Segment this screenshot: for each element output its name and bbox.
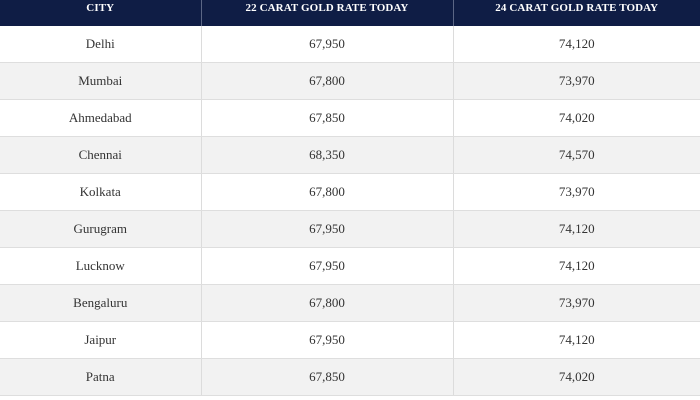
rate-22-cell: 67,800	[200, 284, 453, 322]
city-cell: Kolkata	[0, 173, 201, 211]
rate-22-cell: 67,800	[200, 62, 453, 100]
city-cell: Gurugram	[0, 210, 201, 248]
city-cell: Lucknow	[0, 247, 201, 285]
city-cell: Mumbai	[0, 62, 201, 100]
rate-22-cell: 67,950	[200, 210, 453, 248]
rate-22-cell: 67,950	[200, 26, 453, 63]
table-row: Patna 67,850 74,020	[0, 358, 700, 396]
rate-22-cell: 67,950	[200, 321, 453, 359]
rate-24-cell: 74,020	[452, 99, 700, 137]
rate-22-cell: 67,850	[200, 358, 453, 396]
table-row: Delhi 67,950 74,120	[0, 26, 700, 63]
table-body: Delhi 67,950 74,120 Mumbai 67,800 73,970…	[0, 26, 700, 396]
header-24-carat: 24 CARAT GOLD RATE TODAY	[452, 0, 700, 26]
rate-22-cell: 67,800	[200, 173, 453, 211]
rate-22-cell: 67,850	[200, 99, 453, 137]
rate-24-cell: 74,120	[452, 247, 700, 285]
rate-24-cell: 74,020	[452, 358, 700, 396]
city-cell: Ahmedabad	[0, 99, 201, 137]
rate-24-cell: 73,970	[452, 62, 700, 100]
table-header: CITY 22 CARAT GOLD RATE TODAY 24 CARAT G…	[0, 0, 700, 26]
rate-24-cell: 74,570	[452, 136, 700, 174]
city-cell: Patna	[0, 358, 201, 396]
header-row: CITY 22 CARAT GOLD RATE TODAY 24 CARAT G…	[0, 0, 700, 26]
rate-22-cell: 68,350	[200, 136, 453, 174]
table-row: Ahmedabad 67,850 74,020	[0, 99, 700, 137]
header-22-carat: 22 CARAT GOLD RATE TODAY	[200, 0, 453, 26]
rate-24-cell: 74,120	[452, 26, 700, 63]
table-row: Bengaluru 67,800 73,970	[0, 284, 700, 322]
table-row: Kolkata 67,800 73,970	[0, 173, 700, 211]
rate-24-cell: 74,120	[452, 210, 700, 248]
table-row: Lucknow 67,950 74,120	[0, 247, 700, 285]
rate-24-cell: 73,970	[452, 173, 700, 211]
city-cell: Jaipur	[0, 321, 201, 359]
rate-24-cell: 73,970	[452, 284, 700, 322]
table-row: Mumbai 67,800 73,970	[0, 62, 700, 100]
table-row: Gurugram 67,950 74,120	[0, 210, 700, 248]
header-city: CITY	[0, 0, 201, 26]
rate-22-cell: 67,950	[200, 247, 453, 285]
city-cell: Delhi	[0, 26, 201, 63]
table-row: Jaipur 67,950 74,120	[0, 321, 700, 359]
city-cell: Bengaluru	[0, 284, 201, 322]
table-row: Chennai 68,350 74,570	[0, 136, 700, 174]
rate-24-cell: 74,120	[452, 321, 700, 359]
city-cell: Chennai	[0, 136, 201, 174]
